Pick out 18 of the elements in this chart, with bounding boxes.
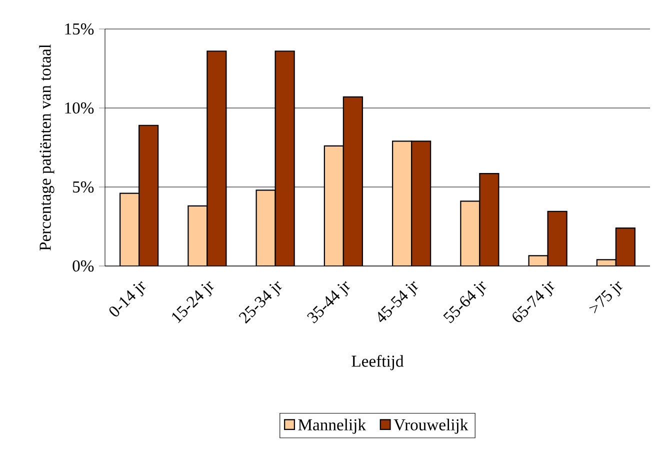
bar <box>206 50 227 266</box>
bar <box>138 124 159 266</box>
y-tick-label: 0% <box>72 260 94 272</box>
legend-label: Mannelijk <box>298 418 366 434</box>
y-axis-title: Percentage patiënten van totaal <box>39 44 54 251</box>
bar <box>615 228 636 266</box>
y-tick-label: 10% <box>65 102 94 114</box>
bar <box>274 50 295 266</box>
legend-label: Vrouwelijk <box>394 418 468 434</box>
x-tick-label: >75 jr <box>589 281 623 314</box>
y-tick-label: 15% <box>65 23 94 35</box>
y-tick-label: 5% <box>73 181 94 193</box>
bar <box>479 173 500 266</box>
bar <box>547 210 568 266</box>
x-axis-title: Leeftijd <box>352 354 404 370</box>
x-tick-label: 0-14 jr <box>109 281 146 316</box>
bar <box>342 96 363 266</box>
bar <box>411 140 432 266</box>
